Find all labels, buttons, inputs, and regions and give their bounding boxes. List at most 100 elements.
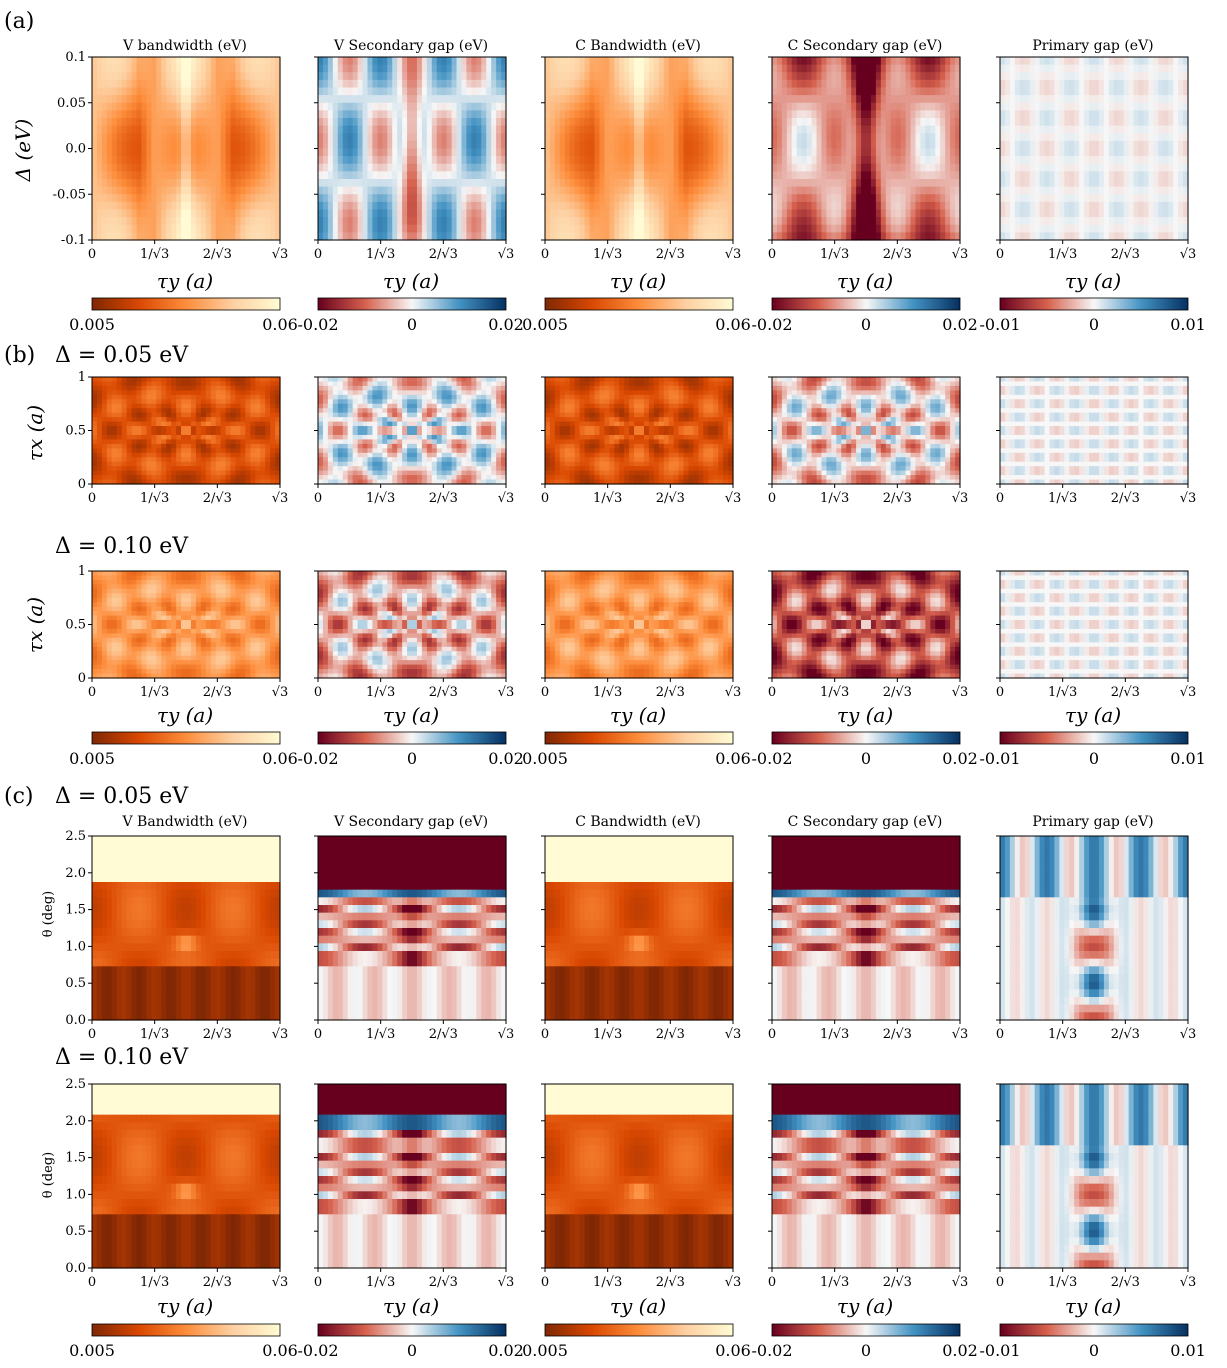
heat-cell	[900, 179, 907, 188]
heat-cell	[708, 186, 714, 195]
heatmap-a-vsec	[317, 56, 507, 241]
heat-cell	[407, 171, 413, 180]
heat-cell	[604, 171, 610, 180]
heat-cell	[131, 390, 138, 396]
heat-cell	[367, 194, 374, 203]
heat-cell	[776, 224, 783, 233]
heat-cell	[624, 156, 630, 165]
heat-cell	[698, 125, 704, 134]
heat-cell	[431, 110, 438, 119]
heat-cell	[181, 133, 187, 142]
heat-cell	[831, 140, 837, 150]
heat-cell	[347, 217, 354, 226]
heat-cell	[693, 118, 699, 127]
heat-cell	[806, 140, 813, 150]
heat-cell	[121, 408, 128, 414]
heat-cell	[166, 232, 172, 241]
heat-cell	[589, 125, 596, 134]
a-vbw-y-tick-label: 0.05	[57, 96, 86, 111]
heat-cell	[235, 72, 242, 81]
heat-cell	[791, 201, 798, 211]
heat-cell	[861, 79, 867, 89]
heat-cell	[718, 194, 724, 203]
heat-cell	[260, 102, 266, 111]
heat-cell	[836, 102, 842, 111]
heat-cell	[352, 163, 359, 172]
heat-cell	[151, 390, 157, 396]
heat-cell	[574, 201, 581, 211]
heat-cell	[1094, 186, 1100, 195]
heat-cell	[367, 217, 374, 226]
heat-cell	[1024, 140, 1031, 150]
plot-area: 0 1/√3 2/√3 √3-0.1-0.050.00.050.10.005 0.060…	[53, 50, 1206, 1360]
heat-cell	[796, 179, 803, 188]
heat-cell	[885, 72, 892, 81]
heat-cell	[260, 79, 266, 89]
heat-cell	[101, 87, 108, 96]
heat-cell	[831, 232, 837, 241]
heat-cell	[235, 390, 242, 396]
heat-cell	[554, 64, 561, 73]
heat-cell	[96, 171, 103, 180]
heat-cell	[421, 72, 428, 81]
heat-cell	[781, 171, 788, 180]
heat-cell	[121, 133, 128, 142]
heat-cell	[367, 64, 374, 73]
heat-cell	[1118, 209, 1125, 218]
heat-cell	[441, 217, 448, 226]
heat-cell	[836, 209, 842, 218]
heat-cell	[609, 224, 615, 233]
heat-cell	[1103, 217, 1110, 226]
heat-cell	[501, 110, 507, 119]
heat-cell	[1084, 133, 1090, 142]
section-title-b-bottom: Δ = 0.10 eV	[55, 534, 189, 559]
heat-cell	[545, 209, 551, 218]
heat-cell	[111, 163, 118, 172]
heat-cell	[1054, 125, 1060, 134]
heat-cell	[569, 95, 576, 104]
heat-cell	[698, 163, 704, 172]
heat-cell	[322, 79, 329, 89]
heat-cell	[776, 194, 783, 203]
heat-cell	[92, 390, 98, 396]
heat-cell	[688, 217, 695, 226]
heat-cell	[421, 125, 428, 134]
heat-cell	[151, 79, 157, 89]
heat-cell	[776, 209, 783, 218]
heat-cell	[791, 72, 798, 81]
heat-cell	[407, 102, 413, 111]
heat-cell	[816, 140, 823, 150]
heat-cell	[136, 377, 143, 383]
heat-cell	[210, 381, 217, 387]
heat-cell	[856, 133, 862, 142]
heat-cell	[1163, 79, 1169, 89]
heat-cell	[255, 72, 261, 81]
heat-cell	[92, 201, 98, 211]
heat-cell	[451, 201, 458, 211]
heat-cell	[653, 125, 660, 134]
heat-cell	[195, 79, 202, 89]
heat-cell	[92, 125, 98, 134]
heat-cell	[240, 64, 246, 73]
heat-cell	[890, 133, 897, 142]
heat-cell	[574, 102, 581, 111]
heat-cell	[195, 72, 202, 81]
heat-cell	[407, 79, 413, 89]
heat-cell	[1064, 148, 1070, 157]
heat-cell	[461, 148, 468, 157]
heat-cell	[643, 72, 650, 81]
heat-cell	[318, 148, 324, 157]
heat-cell	[648, 201, 655, 211]
heat-cell	[342, 95, 349, 104]
heat-cell	[466, 110, 472, 119]
heat-cell	[200, 186, 207, 195]
heat-cell	[436, 201, 443, 211]
heat-cell	[1049, 72, 1056, 81]
heat-cell	[372, 148, 378, 157]
heat-cell	[96, 179, 103, 188]
heat-cell	[1000, 163, 1006, 172]
heat-cell	[496, 79, 502, 89]
heat-cell	[421, 171, 428, 180]
heat-cell	[851, 179, 857, 188]
heat-cell	[856, 79, 862, 89]
